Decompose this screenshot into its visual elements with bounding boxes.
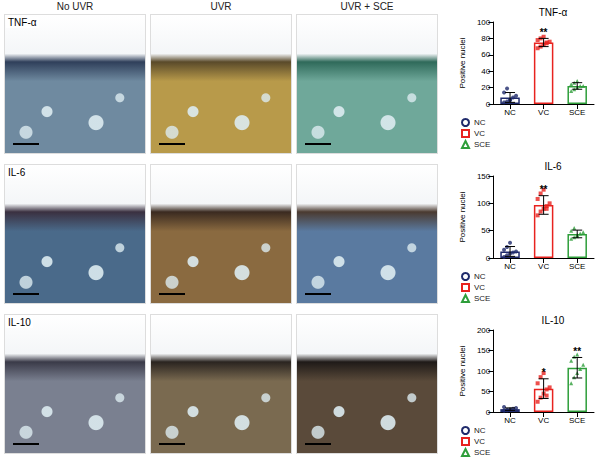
svg-text:**: ** [540,27,548,38]
svg-text:SCE: SCE [569,416,585,425]
svg-text:80: 80 [481,34,490,43]
svg-text:**: ** [540,184,548,195]
svg-text:20: 20 [481,83,490,92]
svg-text:0: 0 [486,100,491,109]
svg-text:SCE: SCE [569,262,585,271]
svg-text:100: 100 [477,18,491,27]
svg-text:150: 150 [477,346,491,355]
svg-text:100: 100 [477,367,491,376]
svg-text:SCE: SCE [474,448,490,457]
svg-text:NC: NC [474,426,486,435]
html-text:UVR: UVR [210,1,232,12]
svg-text:SCE: SCE [474,294,490,303]
svg-text:Positive nuclei: Positive nuclei [458,37,467,88]
svg-text:Positive nuclei: Positive nuclei [458,345,467,396]
svg-text:Positive nuclei: Positive nuclei [458,191,467,242]
svg-text:VC: VC [474,437,485,446]
svg-text:VC: VC [474,129,485,138]
svg-text:SCE: SCE [569,108,585,117]
svg-text:60: 60 [481,50,490,59]
svg-text:NC: NC [474,272,486,281]
svg-text:0: 0 [486,254,491,263]
svg-text:NC: NC [504,416,516,425]
svg-text:NC: NC [504,108,516,117]
svg-text:IL-6: IL-6 [544,161,562,172]
svg-text:NC: NC [474,118,486,127]
svg-text:VC: VC [538,108,549,117]
svg-text:0: 0 [486,408,491,417]
svg-text:50: 50 [481,387,490,396]
html-text:IL-10: IL-10 [8,317,31,328]
html-text:IL-6: IL-6 [8,167,26,178]
svg-text:40: 40 [481,67,490,76]
svg-text:VC: VC [538,262,549,271]
svg-text:**: ** [573,346,581,357]
svg-text:200: 200 [477,326,491,335]
html-text:TNF-α: TNF-α [8,17,37,28]
svg-text:50: 50 [481,226,490,235]
html-text:No UVR: No UVR [56,1,94,12]
html-text:UVR + SCE: UVR + SCE [340,1,394,12]
svg-text:VC: VC [474,283,485,292]
svg-text:NC: NC [504,262,516,271]
svg-text:SCE: SCE [474,140,490,149]
svg-text:TNF-α: TNF-α [539,7,568,18]
svg-text:IL-10: IL-10 [542,315,565,326]
svg-text:150: 150 [477,172,491,181]
svg-text:*: * [542,367,546,378]
svg-text:VC: VC [538,416,549,425]
svg-text:100: 100 [477,199,491,208]
